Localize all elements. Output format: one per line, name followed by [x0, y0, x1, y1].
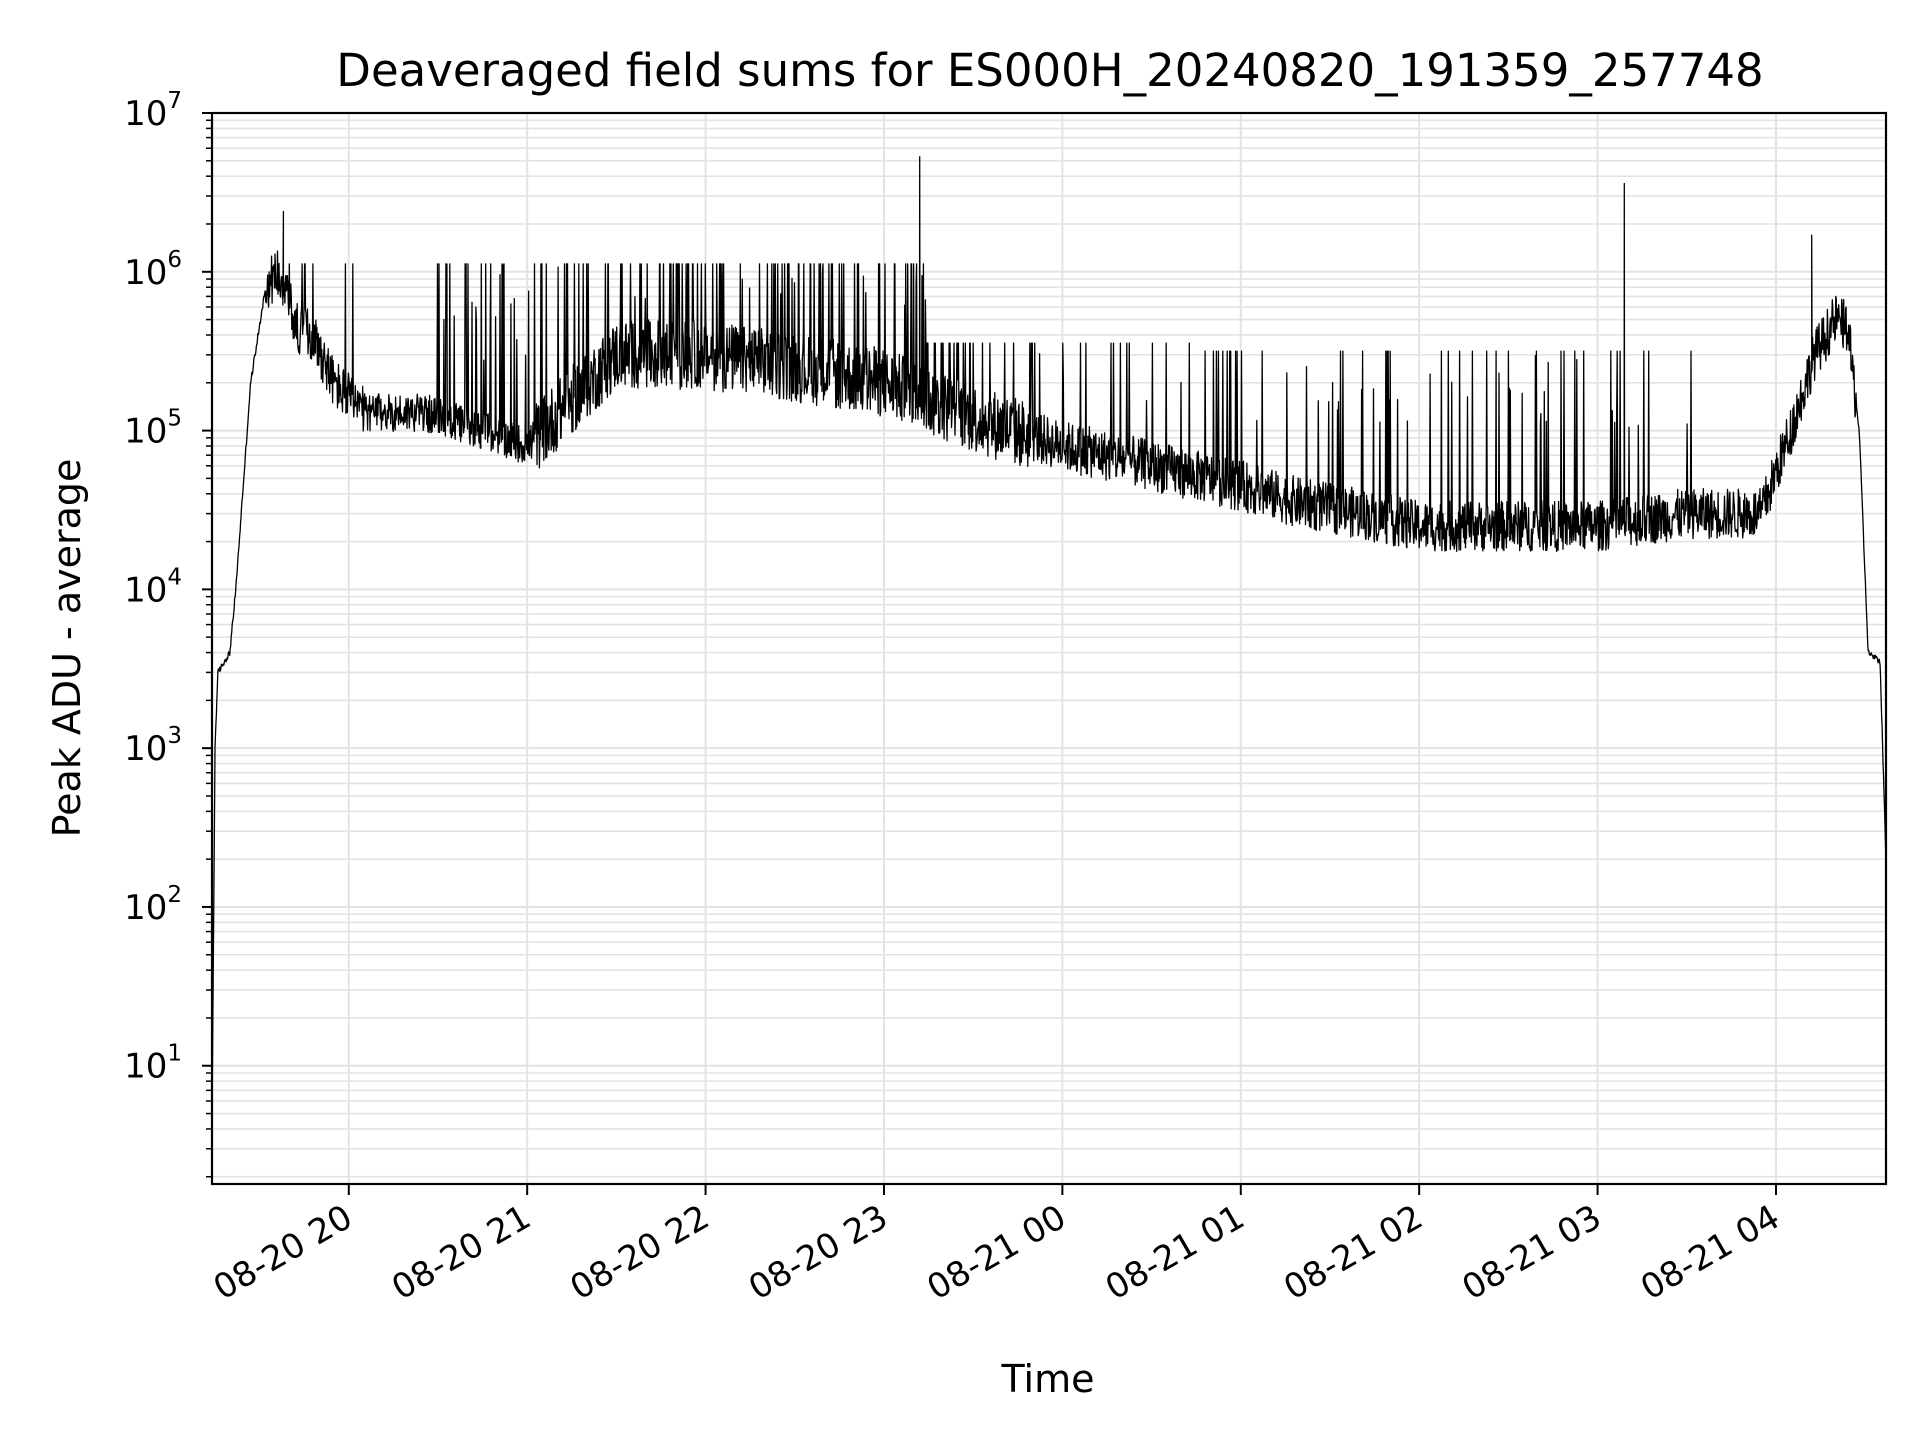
x-axis-label: Time	[1001, 1357, 1095, 1401]
y-tick-label: 101	[124, 1041, 182, 1087]
chart-title: Deaveraged field sums for ES000H_2024082…	[336, 44, 1763, 97]
y-tick-label: 107	[124, 88, 182, 134]
y-tick-label: 104	[124, 564, 182, 610]
series-line-path	[211, 156, 1887, 1127]
plot-frame	[210, 111, 1888, 1186]
series-line	[211, 156, 1887, 1127]
y-tick-label: 102	[124, 882, 182, 928]
y-axis-label: Peak ADU - average	[45, 459, 89, 838]
y-tick-label: 106	[124, 247, 182, 293]
y-tick-label: 103	[124, 723, 182, 769]
y-axis: 101 102 103 104 105 106 107	[124, 88, 212, 1178]
y-tick-label: 105	[124, 406, 182, 452]
